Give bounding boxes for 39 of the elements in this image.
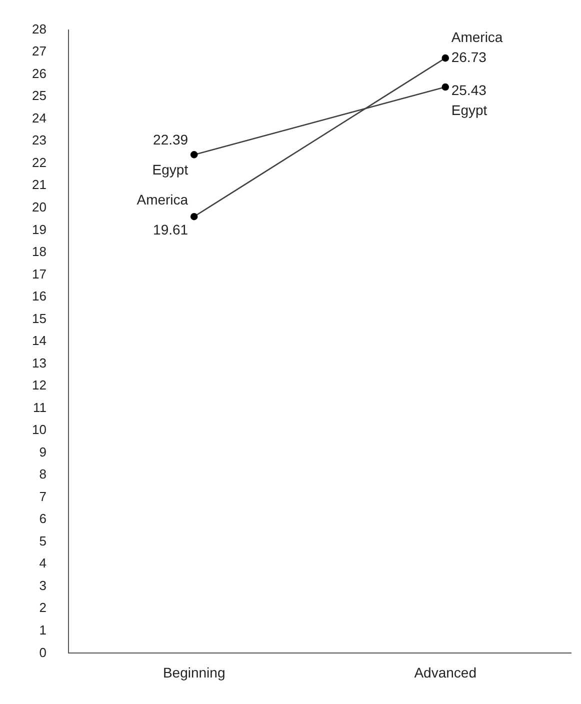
y-tick-label: 10 <box>32 422 46 438</box>
y-tick-label: 4 <box>39 556 46 571</box>
y-tick-label: 13 <box>32 355 46 370</box>
y-tick-label: 27 <box>32 44 46 59</box>
data-label: 22.39 <box>153 132 188 148</box>
y-tick-label: 5 <box>39 533 46 548</box>
y-tick-label: 15 <box>32 310 46 326</box>
y-tick-label: 20 <box>32 199 46 214</box>
y-tick-label: 11 <box>32 400 46 415</box>
y-tick-label: 9 <box>39 444 46 460</box>
data-label: 25.43 <box>451 82 487 98</box>
y-tick-label: 7 <box>39 488 46 504</box>
text: Egypt <box>451 102 488 118</box>
y-tick-label: 6 <box>39 511 46 526</box>
text: America <box>451 28 503 45</box>
y-tick-label: 0 <box>39 644 46 660</box>
y-tick-label: 17 <box>32 266 46 282</box>
y-tick-label: 12 <box>32 378 46 393</box>
y-tick-label: 18 <box>32 244 46 260</box>
x-tick-label: Advanced <box>414 664 477 680</box>
y-tick-label: 3 <box>39 578 46 593</box>
data-label: 19.61 <box>153 221 188 238</box>
y-tick-label: 26 <box>32 66 46 81</box>
y-tick-label: 25 <box>32 88 46 104</box>
y-tick-label: 23 <box>32 132 46 148</box>
series-label: Egypt <box>152 162 188 178</box>
data-label: 26.73 <box>451 48 487 65</box>
y-tick-label: 16 <box>32 288 46 304</box>
y-tick-label: 8 <box>39 466 46 482</box>
y-tick-label: 1 <box>39 622 46 638</box>
y-tick-label: 2 <box>39 600 46 616</box>
y-tick-label: 24 <box>32 110 46 126</box>
series-label: America <box>136 191 188 208</box>
y-tick-label: 19 <box>32 222 46 237</box>
y-tick-label: 28 <box>32 21 46 36</box>
y-tick-label: 22 <box>32 154 46 170</box>
x-tick-label: Beginning <box>162 664 226 680</box>
y-tick-label: 21 <box>32 177 46 192</box>
y-tick-label: 14 <box>32 333 46 348</box>
